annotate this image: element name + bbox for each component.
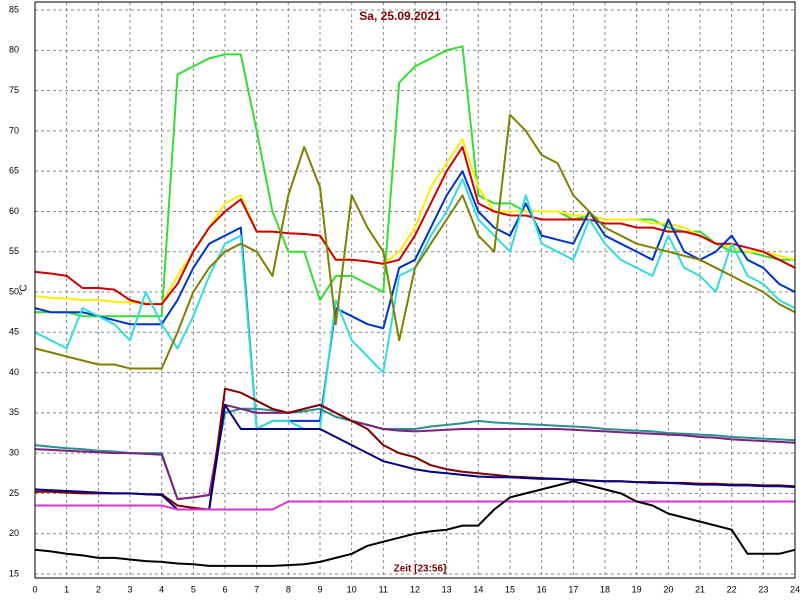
series-line bbox=[34, 403, 796, 511]
y-tick-label: 55 bbox=[9, 246, 19, 256]
series-line bbox=[34, 403, 796, 501]
y-tick-label: 60 bbox=[9, 206, 19, 216]
x-tick-label: 1 bbox=[64, 584, 69, 594]
x-tick-label: 15 bbox=[505, 584, 515, 594]
y-tick-label: 40 bbox=[9, 367, 19, 377]
y-tick-label: 65 bbox=[9, 166, 19, 176]
y-tick-label: 75 bbox=[9, 85, 19, 95]
y-axis-label: °C bbox=[19, 284, 30, 295]
x-tick-label: 24 bbox=[790, 584, 800, 594]
series-line bbox=[34, 480, 796, 567]
chart-title: Sa, 25.09.2021 bbox=[359, 9, 441, 23]
series-line bbox=[35, 500, 795, 511]
y-tick-label: 85 bbox=[9, 4, 19, 14]
x-tick-label: 12 bbox=[410, 584, 420, 594]
y-tick-label: 20 bbox=[9, 528, 19, 538]
series-line bbox=[34, 407, 796, 501]
x-tick-label: 21 bbox=[695, 584, 705, 594]
x-tick-label: 8 bbox=[286, 584, 291, 594]
x-tick-label: 20 bbox=[663, 584, 673, 594]
y-tick-label: 15 bbox=[9, 568, 19, 578]
y-tick-label: 70 bbox=[9, 125, 19, 135]
y-tick-label: 45 bbox=[9, 327, 19, 337]
series-line bbox=[34, 146, 796, 306]
x-tick-label: 11 bbox=[379, 584, 388, 594]
x-tick-label: 18 bbox=[600, 584, 610, 594]
x-tick-label: 13 bbox=[442, 584, 452, 594]
x-tick-label: 16 bbox=[537, 584, 547, 594]
y-tick-label: 25 bbox=[9, 488, 19, 498]
x-tick-label: 3 bbox=[127, 584, 132, 594]
x-tick-label: 9 bbox=[317, 584, 322, 594]
x-tick-label: 2 bbox=[96, 584, 101, 594]
x-tick-label: 7 bbox=[254, 584, 259, 594]
x-tick-label: 23 bbox=[758, 584, 768, 594]
x-tick-label: 19 bbox=[632, 584, 642, 594]
x-tick-label: 10 bbox=[347, 584, 357, 594]
y-tick-label: 30 bbox=[9, 448, 19, 458]
series-lines bbox=[34, 45, 796, 567]
y-tick-label: 50 bbox=[9, 286, 19, 296]
x-tick-label: 0 bbox=[32, 584, 37, 594]
x-tick-label: 5 bbox=[191, 584, 196, 594]
plot-frame bbox=[34, 1, 796, 579]
x-tick-label: 4 bbox=[159, 584, 164, 594]
x-tick-label: 22 bbox=[727, 584, 737, 594]
x-tick-label: 6 bbox=[222, 584, 227, 594]
series-line bbox=[35, 45, 795, 318]
x-tick-label: 14 bbox=[473, 584, 483, 594]
x-axis-label: Zeit [23:56] bbox=[394, 564, 447, 575]
y-tick-label: 80 bbox=[9, 45, 19, 55]
y-tick-label: 35 bbox=[9, 407, 19, 417]
series-line bbox=[34, 113, 796, 370]
x-tick-label: 17 bbox=[568, 584, 578, 594]
